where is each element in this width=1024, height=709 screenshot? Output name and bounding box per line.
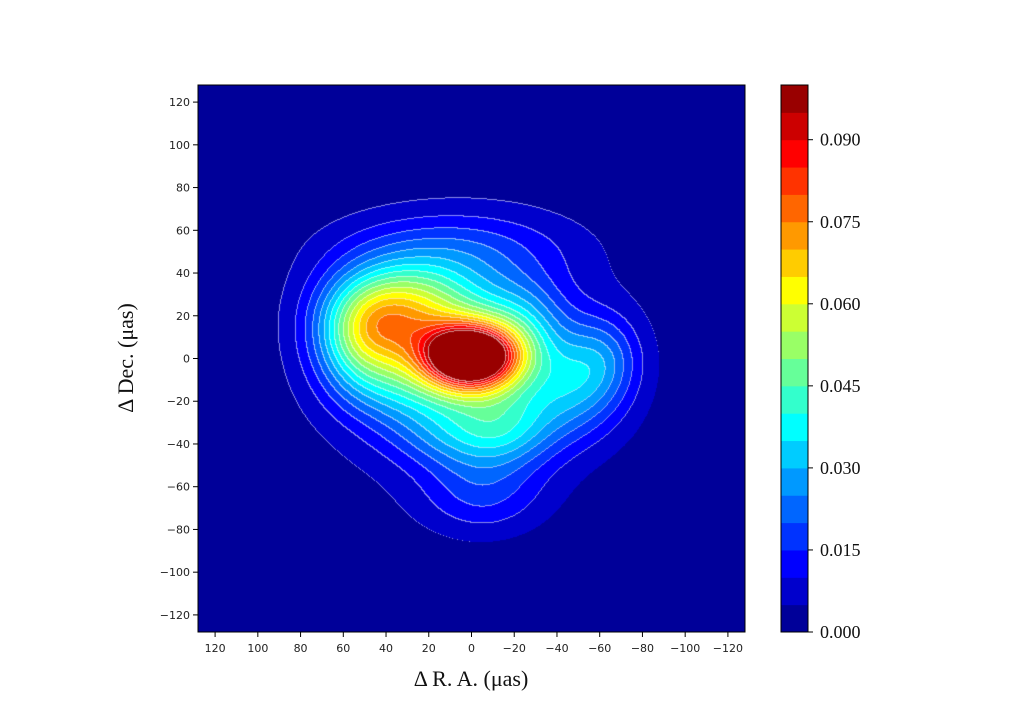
colorbar-band: [781, 331, 808, 359]
x-tick-label: −40: [545, 642, 568, 655]
colorbar: 0.000 0.015 0.030 0.045 0.060 0.075 0.090: [780, 84, 861, 642]
colorbar-band: [781, 85, 808, 113]
y-tick-label: 120: [169, 96, 190, 109]
colorbar-bands: [781, 85, 808, 633]
colorbar-band: [781, 467, 808, 496]
plot-area: [197, 84, 746, 633]
colorbar-band: [781, 413, 808, 442]
y-tick-label: −100: [160, 566, 190, 579]
x-tick-label: −20: [503, 642, 526, 655]
x-tick-label: 100: [247, 642, 268, 655]
y-tick-label: 100: [169, 139, 190, 152]
colorbar-band: [781, 495, 808, 524]
y-tick-label: 40: [176, 267, 190, 280]
colorbar-band: [781, 440, 808, 469]
y-tick-label: 60: [176, 224, 190, 237]
y-tick-label: −20: [167, 395, 190, 408]
y-axis-label: Δ Dec. (μas): [113, 303, 138, 413]
colorbar-ticks: 0.000 0.015 0.030 0.045 0.060 0.075 0.090: [808, 130, 861, 642]
colorbar-tick-label: 0.015: [820, 540, 861, 560]
y-axis-ticks: 120 100 80 60 40 20 0 −20 −40 −60 −80 −100 −120: [160, 96, 198, 622]
colorbar-tick-label: 0.045: [820, 376, 861, 396]
colorbar-band: [781, 194, 808, 223]
colorbar-band: [781, 139, 808, 168]
colorbar-band: [781, 522, 808, 551]
colorbar-frame: [780, 84, 809, 633]
x-tick-label: −80: [631, 642, 654, 655]
colorbar-band: [781, 385, 808, 414]
x-tick-label: 40: [379, 642, 393, 655]
x-tick-label: −100: [670, 642, 700, 655]
colorbar-tick-label: 0.060: [820, 294, 861, 314]
colorbar-band: [781, 249, 808, 277]
y-tick-label: 80: [176, 182, 190, 195]
x-axis-ticks: 120 100 80 60 40 20 0 −20 −40 −60 −80 −100 −120: [205, 632, 743, 655]
y-tick-label: −40: [167, 438, 190, 451]
y-tick-label: −120: [160, 609, 190, 622]
y-tick-label: 0: [183, 353, 190, 366]
x-tick-label: 20: [422, 642, 436, 655]
colorbar-tick-label: 0.090: [820, 130, 861, 150]
colorbar-tick-label: 0.030: [820, 458, 861, 478]
x-tick-label: −120: [713, 642, 743, 655]
colorbar-band: [781, 112, 808, 141]
x-tick-label: 120: [205, 642, 226, 655]
x-tick-label: 80: [294, 642, 308, 655]
colorbar-band: [781, 167, 808, 195]
colorbar-band: [781, 221, 808, 250]
colorbar-band: [781, 604, 808, 633]
y-tick-label: −60: [167, 481, 190, 494]
colorbar-band: [781, 276, 808, 305]
x-axis-label: Δ R. A. (μas): [414, 666, 529, 691]
colorbar-tick-label: 0.000: [820, 622, 861, 642]
y-tick-label: −80: [167, 523, 190, 536]
y-tick-label: 20: [176, 310, 190, 323]
x-tick-label: 60: [336, 642, 350, 655]
colorbar-band: [781, 577, 808, 606]
x-tick-label: −60: [588, 642, 611, 655]
colorbar-band: [781, 303, 808, 332]
x-tick-label: 0: [468, 642, 475, 655]
colorbar-tick-label: 0.075: [820, 212, 861, 232]
colorbar-band: [781, 549, 808, 578]
heatmap-image: [198, 85, 745, 632]
colorbar-band: [781, 358, 808, 387]
